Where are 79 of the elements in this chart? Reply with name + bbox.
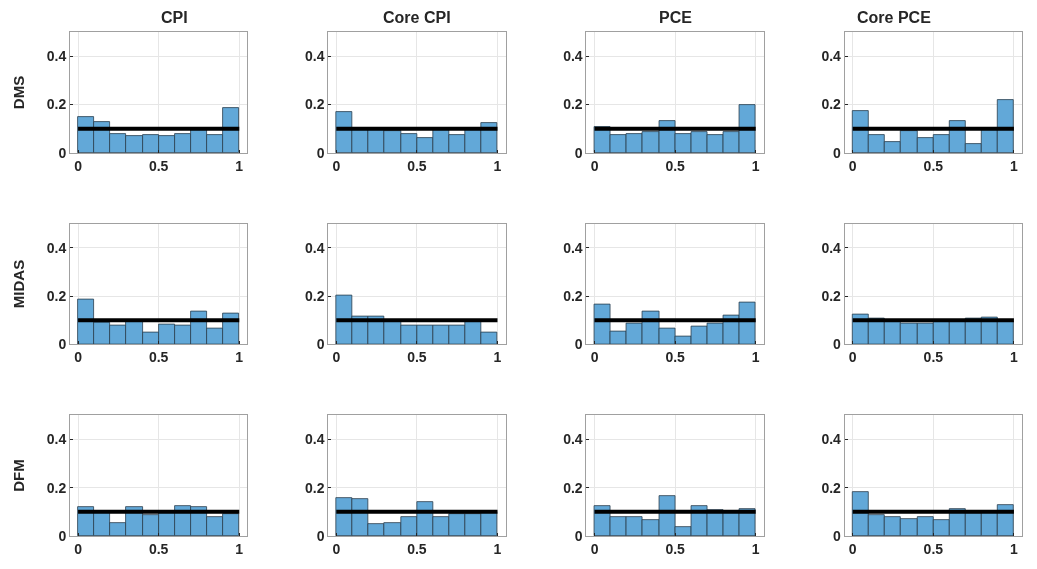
y-tick-label: 0.4	[46, 431, 67, 448]
y-tick-label: 0	[58, 527, 67, 544]
x-tick-label: 0	[74, 157, 83, 174]
x-tick-label: 0	[590, 157, 599, 174]
x-tick-label: 1	[493, 540, 502, 557]
y-tick-label: 0.2	[821, 96, 842, 113]
y-tick-label: 0.2	[563, 96, 583, 113]
y-tick-label: 0	[833, 527, 842, 544]
y-tick-label: 0	[316, 336, 325, 353]
x-tick-label: 0	[848, 540, 857, 557]
y-tick-label: 0.2	[304, 288, 325, 304]
x-tick-label: 1	[1010, 157, 1019, 174]
y-tick-label: 0	[316, 144, 325, 161]
x-tick-label: 0.5	[923, 349, 944, 366]
y-tick-label: 0.2	[821, 288, 842, 304]
x-tick-label: 0.5	[665, 540, 686, 557]
x-tick-label: 0.5	[407, 157, 427, 174]
x-tick-label: 1	[235, 540, 244, 557]
y-tick-label: 0.2	[821, 479, 842, 496]
x-tick-label: 0	[848, 349, 857, 366]
x-tick-label: 1	[1010, 540, 1019, 557]
y-tick-label: 0.2	[563, 288, 583, 304]
y-tick-label: 0	[58, 336, 67, 353]
y-tick-label: 0.4	[563, 239, 583, 256]
chart-title: Core CPI	[383, 9, 451, 26]
y-tick-label: 0.4	[46, 239, 67, 256]
y-tick-label: 0	[574, 144, 583, 161]
x-tick-label: 0	[590, 540, 599, 557]
y-tick-label: 0.4	[46, 48, 67, 65]
y-axis-title: DFM	[9, 459, 27, 492]
x-tick-label: 0.5	[148, 349, 169, 366]
x-tick-label: 1	[235, 349, 244, 366]
y-tick-label: 0.4	[563, 48, 583, 65]
y-tick-label: 0.4	[821, 239, 842, 256]
y-tick-label: 0.2	[563, 479, 583, 496]
y-tick-label: 0	[316, 527, 325, 544]
y-tick-label: 0.4	[821, 431, 842, 448]
y-tick-label: 0.4	[304, 48, 325, 65]
x-tick-label: 1	[751, 157, 760, 174]
y-tick-label: 0	[833, 336, 842, 353]
x-tick-label: 0	[74, 540, 83, 557]
x-tick-label: 1	[493, 157, 502, 174]
x-tick-label: 0	[74, 349, 83, 366]
x-tick-label: 1	[751, 540, 760, 557]
chart-title: PCE	[659, 9, 693, 26]
y-tick-label: 0	[58, 144, 67, 161]
x-tick-label: 1	[235, 157, 244, 174]
x-tick-label: 0.5	[665, 157, 686, 174]
y-tick-label: 0.2	[304, 96, 325, 113]
y-axis-title: DMS	[9, 75, 27, 110]
x-tick-label: 0	[332, 157, 341, 174]
y-tick-label: 0	[574, 527, 583, 544]
x-tick-label: 0.5	[148, 540, 169, 557]
x-tick-label: 0.5	[407, 349, 427, 366]
x-tick-label: 0.5	[923, 540, 944, 557]
y-axis-title: MIDAS	[9, 259, 27, 309]
y-tick-label: 0.2	[46, 288, 67, 304]
x-tick-label: 0	[332, 349, 341, 366]
chart-title: Core PCE	[857, 9, 932, 26]
y-tick-label: 0.4	[563, 431, 583, 448]
x-tick-label: 0	[590, 349, 599, 366]
x-tick-label: 0.5	[923, 157, 944, 174]
y-tick-label: 0.4	[821, 48, 842, 65]
x-tick-label: 0.5	[665, 349, 686, 366]
y-tick-label: 0.4	[304, 431, 325, 448]
y-tick-label: 0	[833, 144, 842, 161]
x-tick-label: 0.5	[407, 540, 427, 557]
y-tick-label: 0.2	[304, 479, 325, 496]
x-tick-label: 1	[493, 349, 502, 366]
x-tick-label: 0.5	[148, 157, 169, 174]
y-tick-label: 0.4	[304, 239, 325, 256]
y-tick-label: 0.2	[46, 479, 67, 496]
x-tick-label: 1	[751, 349, 760, 366]
y-tick-label: 0	[574, 336, 583, 353]
x-tick-label: 0	[332, 540, 341, 557]
x-tick-label: 0	[848, 157, 857, 174]
y-tick-label: 0.2	[46, 96, 67, 113]
x-tick-label: 1	[1010, 349, 1019, 366]
chart-title: CPI	[161, 9, 188, 26]
